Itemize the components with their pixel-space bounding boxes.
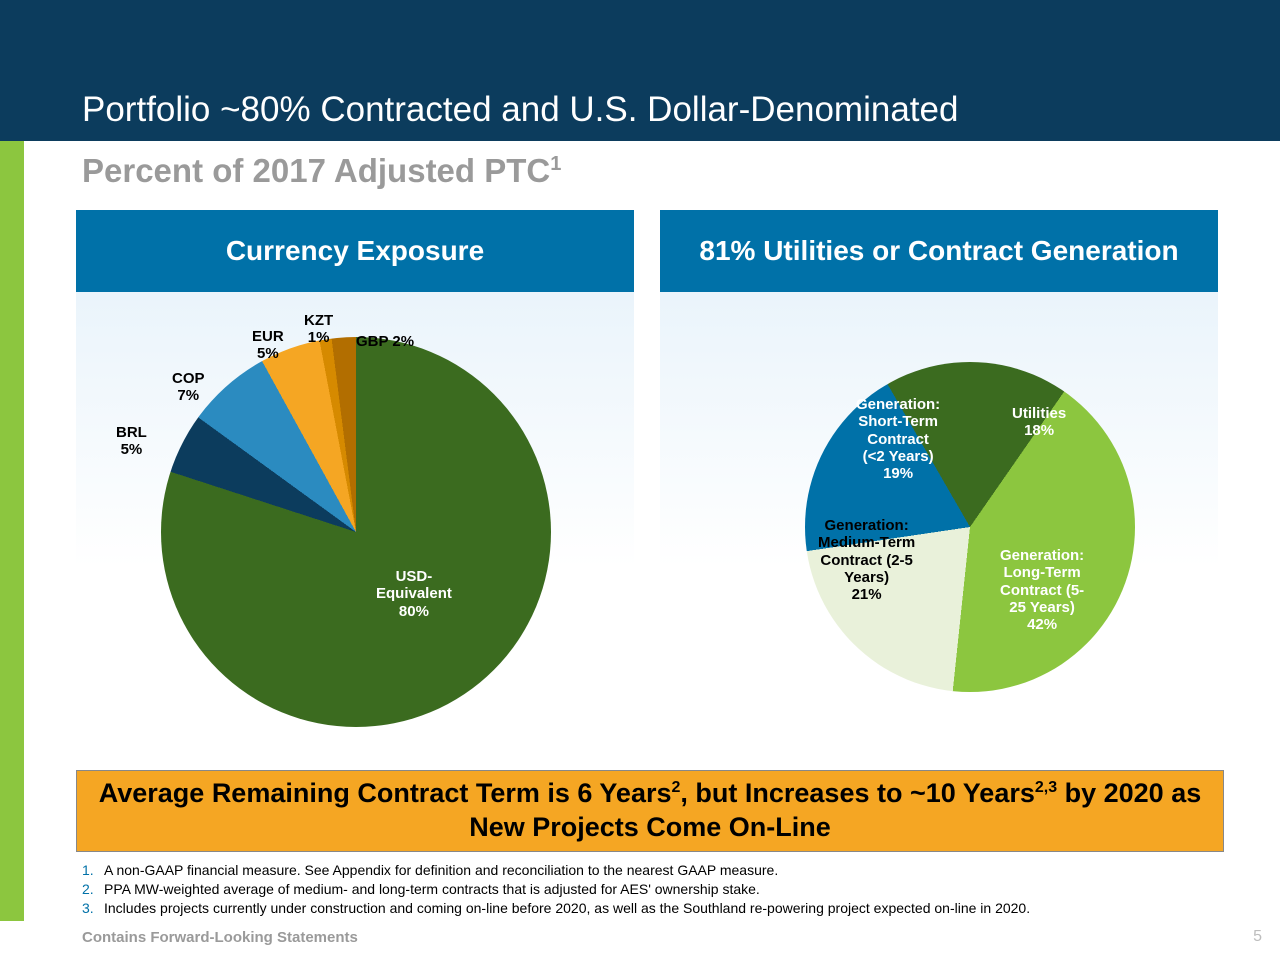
- footnote-number: 1.: [82, 862, 104, 878]
- page-number: 5: [1253, 928, 1262, 946]
- panel-header-left: Currency Exposure: [76, 210, 634, 292]
- panel-utilities-contract: 81% Utilities or Contract Generation Uti…: [660, 210, 1218, 750]
- footnote-item: 1.A non-GAAP financial measure. See Appe…: [82, 862, 1222, 878]
- footnote-number: 3.: [82, 900, 104, 916]
- page-title: Portfolio ~80% Contracted and U.S. Dolla…: [82, 90, 958, 130]
- footnote-item: 2.PPA MW-weighted average of medium- and…: [82, 881, 1222, 897]
- footnote-text: A non-GAAP financial measure. See Append…: [104, 862, 778, 878]
- pie-slice-label: KZT1%: [304, 312, 333, 347]
- pie-slice-label: EUR5%: [252, 328, 284, 363]
- footer-disclaimer: Contains Forward-Looking Statements: [82, 929, 358, 946]
- footnote-text: PPA MW-weighted average of medium- and l…: [104, 881, 760, 897]
- pie-slice-label: USD-Equivalent80%: [376, 568, 452, 620]
- callout-banner: Average Remaining Contract Term is 6 Yea…: [76, 770, 1224, 852]
- panel-body-left: USD-Equivalent80% BRL5% COP7% EUR5% KZT1% GBP…: [76, 292, 634, 750]
- pie-slice-label: Generation:Medium-TermContract (2-5Years…: [818, 517, 915, 603]
- footnote-item: 3.Includes projects currently under cons…: [82, 900, 1222, 916]
- panel-body-right: Utilities18% Generation:Long-TermContract…: [660, 292, 1218, 750]
- subtitle-sup: 1: [550, 153, 561, 175]
- pie-slice-label: GBP 2%: [356, 333, 414, 350]
- footnote-number: 2.: [82, 881, 104, 897]
- footnotes: 1.A non-GAAP financial measure. See Appe…: [82, 862, 1222, 919]
- pie-chart: [161, 337, 551, 727]
- pie-slice-label: Generation:Short-TermContract(<2 Years)1…: [856, 396, 940, 482]
- pie-slice-label: COP7%: [172, 370, 205, 405]
- panel-currency-exposure: Currency Exposure USD-Equivalent80% BRL5%…: [76, 210, 634, 750]
- page-subtitle: Percent of 2017 Adjusted PTC1: [82, 152, 561, 190]
- pie-slice-label: Utilities18%: [1012, 405, 1066, 440]
- callout-sup: 2,3: [1035, 779, 1057, 796]
- callout-text: Average Remaining Contract Term is 6 Yea…: [99, 778, 672, 808]
- pie-slice-label: Generation:Long-TermContract (5-25 Years…: [1000, 547, 1084, 633]
- left-accent-bar: [0, 141, 24, 921]
- pie-slice-label: BRL5%: [116, 424, 147, 459]
- subtitle-text: Percent of 2017 Adjusted PTC: [82, 152, 550, 189]
- callout-text: , but Increases to ~10 Years: [680, 778, 1034, 808]
- footnote-text: Includes projects currently under constr…: [104, 900, 1030, 916]
- panel-header-right: 81% Utilities or Contract Generation: [660, 210, 1218, 292]
